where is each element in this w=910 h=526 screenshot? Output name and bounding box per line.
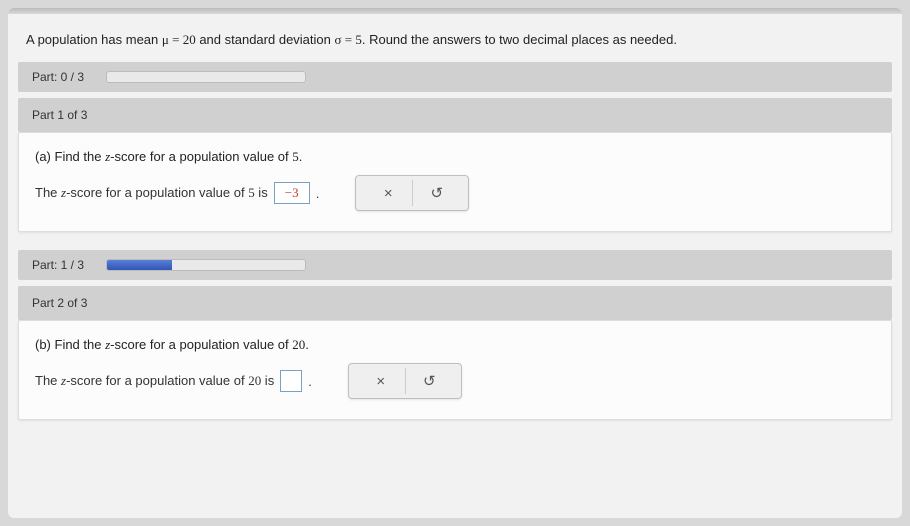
intro-text: . Round the answers to two decimal place… [362,32,677,47]
part-body: (b) Find the z-score for a population va… [18,320,892,420]
intro-text: and standard deviation [196,32,335,47]
clear-icon[interactable]: × [364,180,412,206]
a-mid: -score for a population value of [66,373,248,388]
progress-label: Part: 0 / 3 [32,70,84,84]
answer-line: The z-score for a population value of 5 … [35,175,875,211]
intro-text: A population has mean [26,32,162,47]
q-end: . [299,149,303,164]
eq: = [342,32,356,47]
reset-icon[interactable]: ↺ [405,368,453,394]
sigma-symbol: σ [335,32,342,47]
mu-value: 20 [183,32,196,47]
q-mid: -score for a population value of [110,149,292,164]
progress-label: Part: 1 / 3 [32,258,84,272]
progress-fill [107,260,172,270]
mu-symbol: μ [162,32,169,47]
q-mid: -score for a population value of [110,337,292,352]
answer-line: The z-score for a population value of 20… [35,363,875,399]
q-prefix: (b) Find the [35,337,105,352]
a-mid: -score for a population value of [66,185,248,200]
clear-icon[interactable]: × [357,368,405,394]
progress-track [106,259,306,271]
a-period: . [308,374,312,389]
a-is: is [255,185,268,200]
page: A population has mean μ = 20 and standar… [8,8,902,518]
question-text: (b) Find the z-score for a population va… [35,337,875,353]
part-header: Part 2 of 3 [18,286,892,320]
a-period: . [316,186,320,201]
part-header: Part 1 of 3 [18,98,892,132]
answer-input[interactable] [280,370,302,392]
answer-actions: × ↺ [355,175,469,211]
eq: = [169,32,183,47]
a-prefix: The [35,185,61,200]
reset-icon[interactable]: ↺ [412,180,460,206]
q-end: . [305,337,309,352]
problem-statement: A population has mean μ = 20 and standar… [18,28,892,62]
a-prefix: The [35,373,61,388]
answer-input[interactable]: −3 [274,182,310,204]
part-body: (a) Find the z-score for a population va… [18,132,892,232]
a-is: is [261,373,274,388]
part-progress-bar: Part: 1 / 3 [18,250,892,280]
question-text: (a) Find the z-score for a population va… [35,149,875,165]
q-prefix: (a) Find the [35,149,105,164]
a-value: 20 [248,373,261,388]
toolbar-shadow [8,8,902,14]
progress-track [106,71,306,83]
part-progress-bar: Part: 0 / 3 [18,62,892,92]
q-value: 20 [292,337,305,352]
answer-actions: × ↺ [348,363,462,399]
